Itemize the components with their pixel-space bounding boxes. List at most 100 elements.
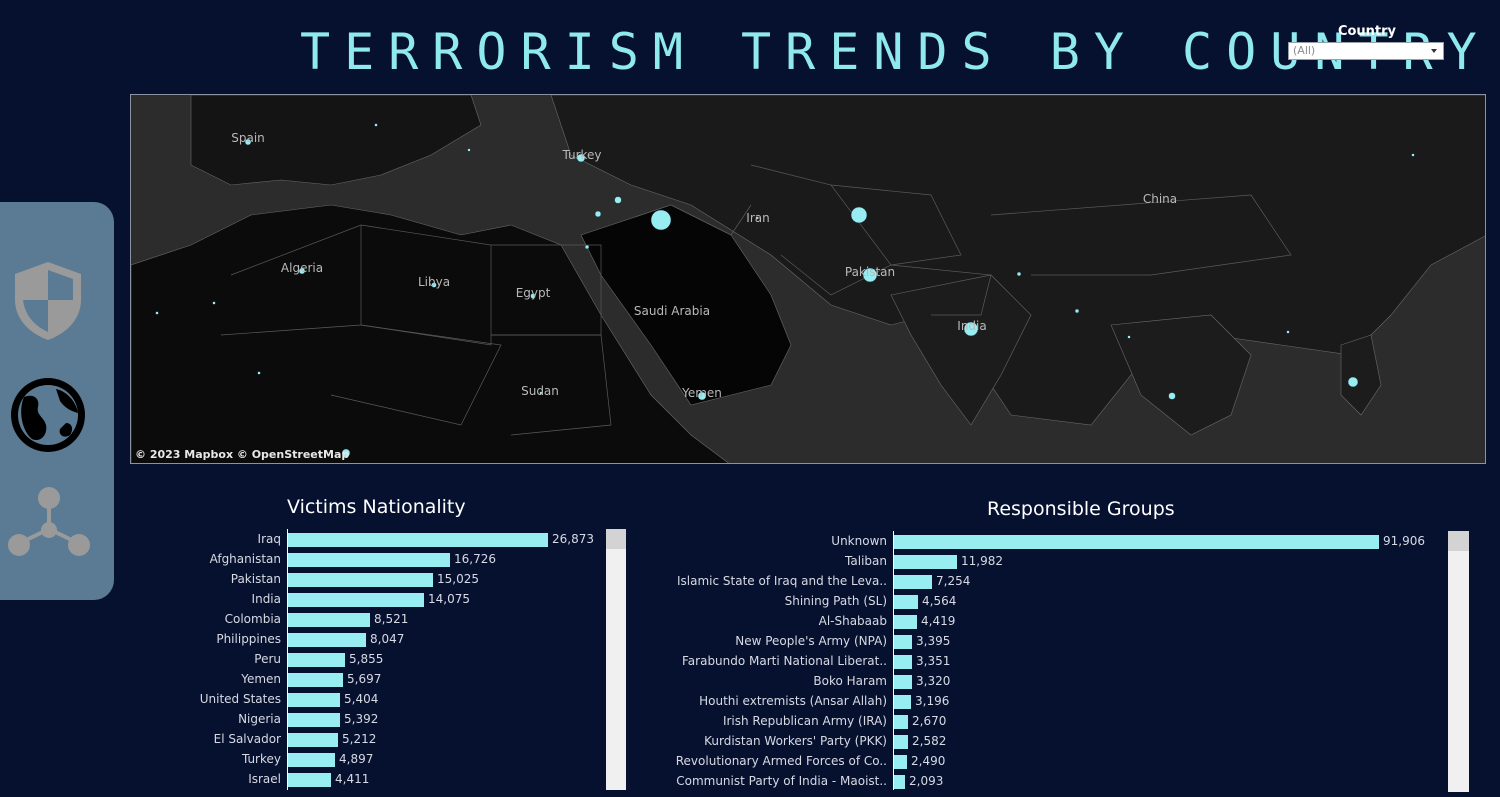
victims-bar[interactable] [288, 653, 345, 667]
marker-mali[interactable] [257, 371, 261, 375]
marker-turkey[interactable] [576, 153, 586, 163]
victims-bar[interactable] [288, 533, 548, 547]
victims-value-label: 5,855 [349, 652, 384, 666]
marker-small-6[interactable] [212, 301, 216, 305]
victims-bar[interactable] [288, 733, 338, 747]
victims-scrollbar-thumb[interactable] [606, 529, 626, 549]
marker-myanmar[interactable] [1127, 335, 1131, 339]
groups-scrollbar[interactable] [1448, 531, 1469, 792]
map-label-libya: Libya [417, 275, 451, 289]
victims-chart-title: Victims Nationality [287, 496, 466, 518]
victims-bar[interactable] [288, 713, 340, 727]
victims-scrollbar[interactable] [606, 529, 626, 790]
network-icon[interactable] [8, 485, 90, 559]
map-label-sudan: Sudan [521, 384, 559, 398]
marker-small-4[interactable] [1286, 330, 1290, 334]
map-label-saudi-arabia: Saudi Arabia [633, 304, 711, 318]
groups-bar[interactable] [894, 635, 912, 649]
victims-bar[interactable] [288, 633, 366, 647]
victims-category-label: El Salvador [213, 732, 281, 746]
marker-lebanon[interactable] [594, 210, 602, 218]
land-indochina [1110, 314, 1252, 436]
groups-value-label: 2,093 [909, 774, 944, 788]
marker-india[interactable] [963, 321, 979, 337]
groups-value-label: 91,906 [1383, 534, 1425, 548]
victims-bar[interactable] [288, 613, 370, 627]
victims-category-label: Peru [254, 652, 281, 666]
groups-value-label: 3,196 [915, 694, 950, 708]
marker-philippines[interactable] [1347, 376, 1359, 388]
marker-afghanistan[interactable] [850, 206, 868, 224]
marker-thailand[interactable] [1168, 392, 1176, 400]
victims-category-label: Pakistan [230, 572, 281, 586]
shield-icon[interactable] [13, 260, 83, 342]
groups-bar[interactable] [894, 675, 912, 689]
victims-bar[interactable] [288, 553, 450, 567]
marker-libya[interactable] [431, 282, 437, 288]
victims-value-label: 15,025 [437, 572, 479, 586]
victims-category-label: United States [199, 692, 281, 706]
groups-bar[interactable] [894, 595, 918, 609]
groups-value-label: 2,490 [911, 754, 946, 768]
groups-value-label: 2,582 [912, 734, 947, 748]
victims-bar[interactable] [288, 573, 433, 587]
marker-small-5[interactable] [155, 311, 159, 315]
map-label-iran: Iran [746, 211, 770, 225]
victims-bar[interactable] [288, 693, 340, 707]
victims-category-label: Yemen [241, 672, 281, 686]
victims-value-label: 4,897 [339, 752, 374, 766]
marker-spain[interactable] [244, 138, 252, 146]
marker-nepal[interactable] [1016, 271, 1022, 277]
groups-category-label: Communist Party of India - Maoist.. [676, 774, 887, 788]
map-canvas[interactable] [131, 95, 1486, 464]
marker-small-1[interactable] [374, 123, 378, 127]
groups-value-label: 7,254 [936, 574, 971, 588]
map-attribution[interactable]: © 2023 Mapbox © OpenStreetMap [135, 448, 350, 461]
marker-small-2[interactable] [467, 148, 471, 152]
map-view[interactable]: Spain Turkey Iran China Algeria Libya Eg… [130, 94, 1486, 464]
groups-bar[interactable] [894, 775, 905, 789]
groups-bar[interactable] [894, 535, 1379, 549]
victims-bar[interactable] [288, 753, 335, 767]
marker-yemen[interactable] [697, 391, 707, 401]
groups-bar[interactable] [894, 615, 917, 629]
victims-category-label: Israel [248, 772, 281, 786]
marker-egypt[interactable] [530, 293, 536, 299]
victims-category-label: Philippines [216, 632, 281, 646]
groups-category-label: New People's Army (NPA) [735, 634, 887, 648]
marker-small-3[interactable] [1411, 153, 1415, 157]
groups-scrollbar-thumb[interactable] [1448, 531, 1469, 551]
victims-category-label: Colombia [224, 612, 281, 626]
marker-sudan[interactable] [539, 391, 543, 395]
groups-value-label: 4,564 [922, 594, 957, 608]
marker-bangladesh[interactable] [1074, 308, 1080, 314]
dashboard-title: TERRORISM TRENDS BY COUNTRY [300, 23, 1491, 81]
groups-bar[interactable] [894, 575, 932, 589]
groups-bar[interactable] [894, 555, 957, 569]
victims-category-label: India [251, 592, 281, 606]
groups-bar[interactable] [894, 735, 908, 749]
marker-nigeria[interactable] [341, 448, 351, 458]
map-label-algeria: Algeria [280, 261, 324, 275]
marker-syria[interactable] [614, 196, 622, 204]
globe-icon[interactable] [10, 377, 86, 453]
victims-bar[interactable] [288, 593, 424, 607]
chevron-down-icon[interactable] [1431, 49, 1437, 53]
groups-value-label: 11,982 [961, 554, 1003, 568]
marker-pakistan[interactable] [862, 267, 878, 283]
country-filter-dropdown[interactable]: (All) [1288, 42, 1444, 60]
victims-bar[interactable] [288, 673, 343, 687]
groups-bar[interactable] [894, 715, 908, 729]
groups-bar[interactable] [894, 755, 907, 769]
country-filter-value: (All) [1293, 44, 1316, 57]
groups-category-label: Boko Haram [813, 674, 887, 688]
groups-value-label: 2,670 [912, 714, 947, 728]
marker-iran[interactable] [755, 216, 759, 220]
victims-bar[interactable] [288, 773, 331, 787]
groups-bar[interactable] [894, 695, 911, 709]
victims-axis-line [287, 529, 288, 790]
marker-iraq[interactable] [650, 209, 672, 231]
groups-bar[interactable] [894, 655, 912, 669]
marker-algeria[interactable] [298, 267, 306, 275]
marker-israel[interactable] [584, 244, 590, 250]
